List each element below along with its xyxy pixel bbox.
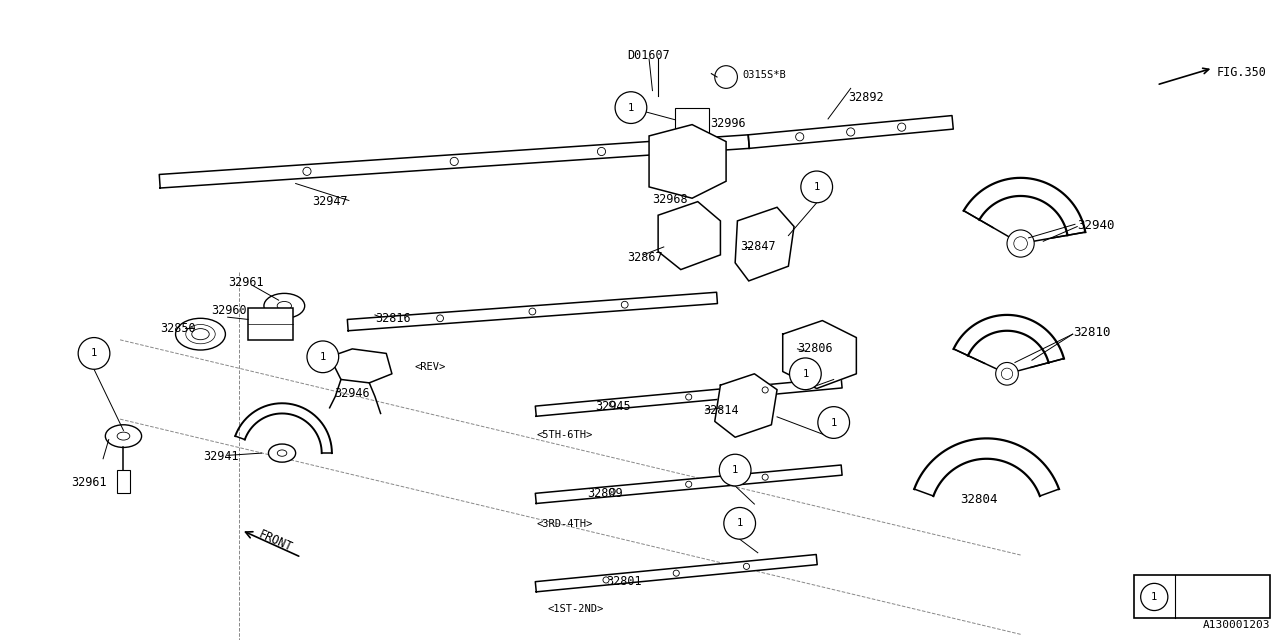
Polygon shape: [347, 292, 718, 331]
Circle shape: [762, 387, 768, 393]
Text: 32867: 32867: [627, 252, 663, 264]
FancyBboxPatch shape: [675, 108, 709, 132]
Ellipse shape: [264, 293, 305, 318]
Circle shape: [616, 92, 646, 124]
Circle shape: [451, 157, 458, 166]
Circle shape: [818, 406, 850, 438]
Polygon shape: [535, 465, 842, 504]
Polygon shape: [330, 349, 392, 383]
Text: 0315S*B: 0315S*B: [742, 70, 786, 80]
Text: 32945: 32945: [595, 400, 630, 413]
Circle shape: [621, 301, 628, 308]
Text: 1: 1: [320, 352, 326, 362]
Text: 32801: 32801: [605, 575, 641, 588]
Circle shape: [598, 147, 605, 156]
Text: 1: 1: [831, 417, 837, 428]
Circle shape: [714, 66, 737, 88]
Circle shape: [609, 401, 616, 407]
Ellipse shape: [269, 444, 296, 462]
Polygon shape: [535, 554, 817, 592]
Text: 32996: 32996: [710, 116, 746, 130]
Text: 32961: 32961: [228, 276, 264, 289]
Polygon shape: [783, 321, 856, 388]
Text: 32847: 32847: [740, 240, 776, 253]
Circle shape: [790, 358, 822, 390]
Text: 1: 1: [627, 102, 634, 113]
Text: 32804: 32804: [960, 493, 998, 506]
Ellipse shape: [118, 432, 129, 440]
Text: D01607: D01607: [627, 49, 671, 61]
Text: 32941: 32941: [202, 450, 238, 463]
Circle shape: [609, 488, 616, 494]
Circle shape: [801, 171, 832, 203]
Polygon shape: [914, 438, 1059, 496]
Circle shape: [996, 362, 1019, 385]
Polygon shape: [714, 374, 777, 437]
Text: 32850: 32850: [160, 322, 196, 335]
Polygon shape: [535, 378, 842, 416]
Text: 32810: 32810: [1073, 326, 1110, 339]
Text: A130001203: A130001203: [1202, 620, 1270, 630]
Ellipse shape: [105, 425, 142, 447]
Circle shape: [846, 128, 855, 136]
Circle shape: [796, 132, 804, 141]
Text: 32946: 32946: [334, 387, 370, 401]
Text: 1: 1: [814, 182, 819, 192]
Ellipse shape: [278, 450, 287, 456]
Text: <1ST-2ND>: <1ST-2ND>: [547, 604, 603, 614]
Bar: [248, 308, 293, 340]
Circle shape: [686, 394, 691, 400]
Circle shape: [603, 577, 609, 583]
Text: 32814: 32814: [704, 404, 739, 417]
Bar: [1134, 575, 1270, 618]
Circle shape: [1007, 230, 1034, 257]
Circle shape: [529, 308, 536, 315]
Polygon shape: [658, 202, 721, 269]
Text: 32892: 32892: [849, 91, 884, 104]
Circle shape: [897, 123, 906, 131]
Text: FRONT: FRONT: [256, 528, 294, 555]
Circle shape: [307, 341, 339, 372]
Circle shape: [762, 474, 768, 480]
Text: 32806: 32806: [797, 342, 833, 355]
Text: 32816: 32816: [375, 312, 411, 324]
Text: 32809: 32809: [586, 487, 622, 500]
Ellipse shape: [192, 328, 209, 340]
Polygon shape: [954, 315, 1064, 363]
Text: 32961: 32961: [72, 476, 108, 489]
Text: E60601: E60601: [1199, 591, 1244, 604]
Ellipse shape: [278, 301, 292, 310]
Text: <3RD-4TH>: <3RD-4TH>: [536, 519, 593, 529]
Text: 1: 1: [91, 348, 97, 358]
Text: 32940: 32940: [1078, 219, 1115, 232]
Polygon shape: [964, 178, 1085, 236]
Circle shape: [719, 454, 751, 486]
Circle shape: [1140, 584, 1167, 611]
Circle shape: [673, 570, 680, 576]
Circle shape: [723, 508, 755, 539]
Polygon shape: [735, 207, 794, 281]
Text: 1: 1: [736, 518, 742, 529]
Text: 1: 1: [1151, 592, 1157, 602]
Text: 1: 1: [732, 465, 739, 475]
Ellipse shape: [175, 318, 225, 350]
Text: FIG.350: FIG.350: [1216, 66, 1266, 79]
Circle shape: [303, 167, 311, 175]
Polygon shape: [748, 116, 954, 148]
Circle shape: [1001, 368, 1012, 380]
Polygon shape: [649, 125, 726, 198]
Circle shape: [1014, 237, 1028, 250]
Polygon shape: [159, 135, 749, 188]
Text: 32968: 32968: [653, 193, 689, 205]
Circle shape: [686, 481, 691, 487]
Circle shape: [78, 337, 110, 369]
Text: <5TH-6TH>: <5TH-6TH>: [536, 431, 593, 440]
Circle shape: [436, 315, 443, 322]
Text: <REV>: <REV>: [415, 362, 445, 372]
Bar: [116, 470, 131, 493]
Text: 1: 1: [803, 369, 809, 379]
Text: 32947: 32947: [312, 195, 348, 208]
Text: 32960: 32960: [211, 303, 246, 317]
Circle shape: [744, 563, 750, 570]
